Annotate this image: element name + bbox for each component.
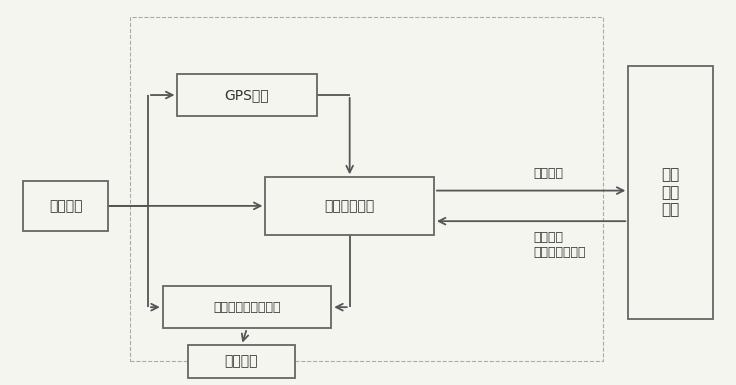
- Bar: [163, 286, 331, 328]
- Text: （声音或灯光）模块: （声音或灯光）模块: [213, 301, 280, 314]
- Bar: [24, 181, 107, 231]
- Text: 无线
通讯
网络: 无线 通讯 网络: [662, 167, 679, 218]
- Text: 显示设备: 显示设备: [224, 355, 258, 368]
- Bar: [177, 74, 316, 116]
- Bar: [629, 66, 712, 319]
- Text: 无线通讯模块: 无线通讯模块: [325, 199, 375, 213]
- Text: 控制信息
（声音或灯光）: 控制信息 （声音或灯光）: [533, 231, 585, 259]
- Text: 移动电源: 移动电源: [49, 199, 82, 213]
- Text: GPS模块: GPS模块: [224, 88, 269, 102]
- Bar: [188, 345, 294, 378]
- Bar: [130, 17, 603, 361]
- Bar: [266, 177, 434, 234]
- Text: 定位信息: 定位信息: [533, 167, 563, 180]
